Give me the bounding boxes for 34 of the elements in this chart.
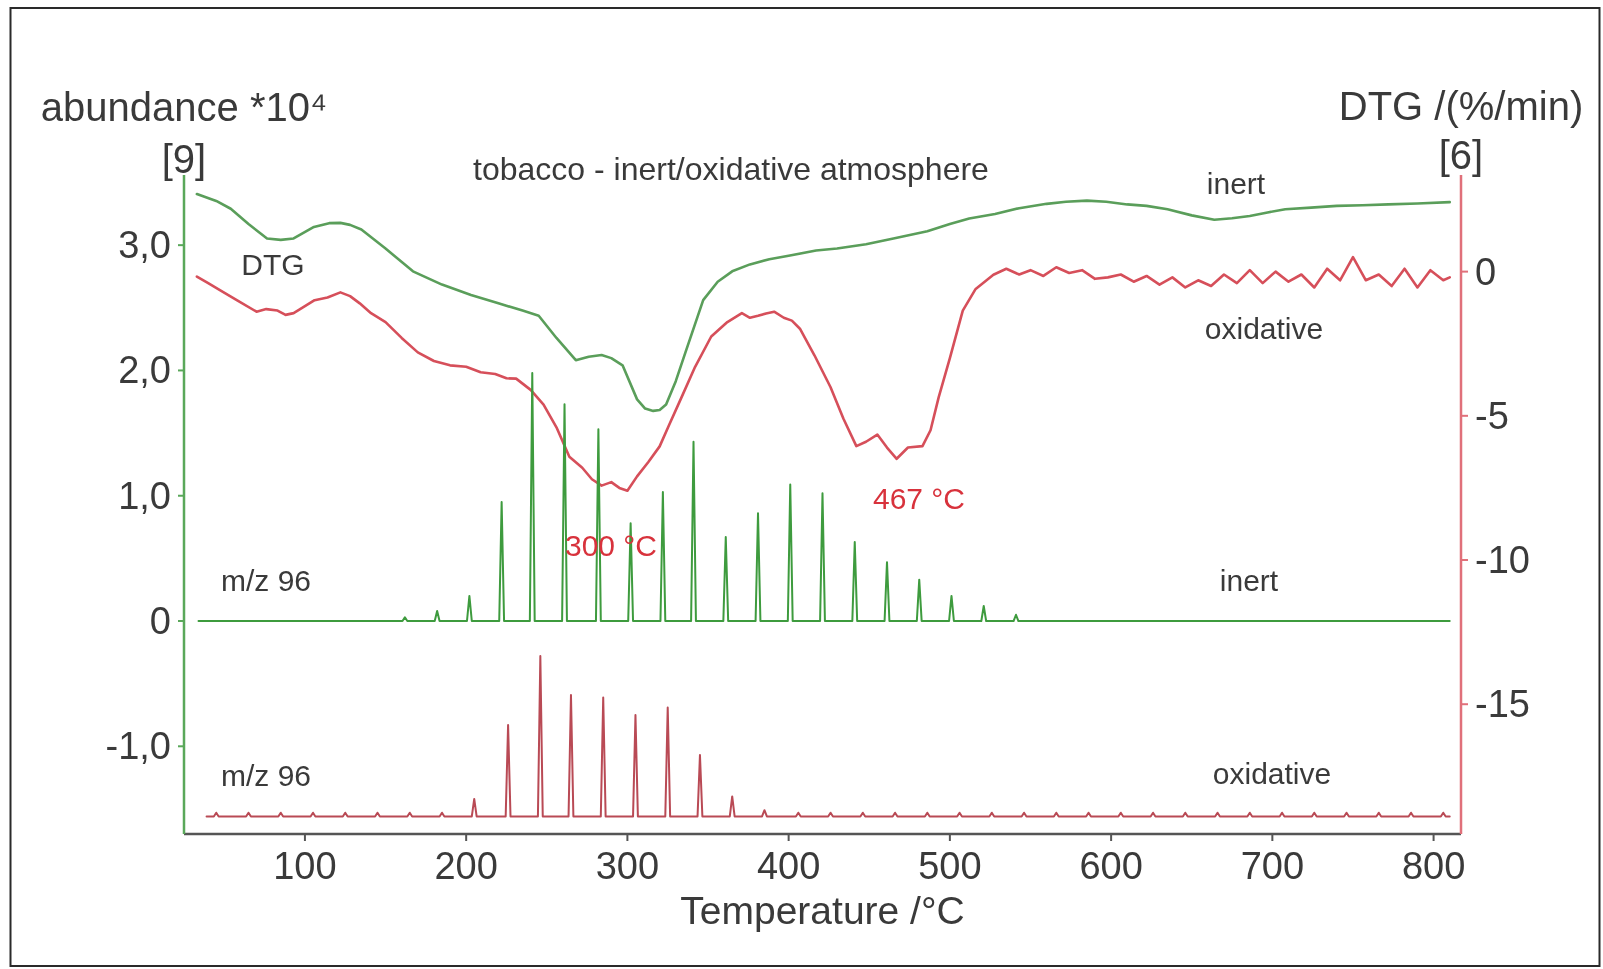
x-tick-label: 600 [1079,845,1143,887]
annotation: 467 °C [872,481,966,515]
x-tick-label: 400 [756,845,821,887]
y-tick-label: -1,0 [105,725,171,768]
annotation: m/z 96 [220,563,312,597]
annotation: [9] [161,137,207,181]
annotation: m/z 96 [220,758,312,792]
line-series [197,371,1451,623]
y2-axis-title: DTG /(%/min) [1338,84,1584,128]
y-tick-label: 2,0 [118,349,171,392]
x-tick-label: 100 [273,845,337,887]
y2-tick-label: -5 [1475,394,1509,437]
y2-tick-label: 0 [1475,250,1497,293]
y2-tick-label: -10 [1475,539,1530,582]
y-tick-label: 0 [149,600,171,643]
series-label: oxidative [1204,311,1324,345]
y2-tick-label: -15 [1475,683,1530,726]
chart-title: tobacco - inert/oxidative atmosphere [473,151,989,187]
y-axis-title: abundance *10⁴ [40,85,328,129]
series-label: oxidative [1212,756,1332,790]
x-tick-label: 800 [1401,845,1466,887]
x-tick-label: 700 [1240,845,1305,887]
y-tick-label: 3,0 [118,224,171,267]
x-axis-title: Temperature /°C [680,888,965,932]
x-tick-label: 300 [595,845,660,887]
line-series [195,192,1452,413]
series-label: inert [1219,563,1279,597]
x-tick-label: 200 [434,845,498,887]
line-series [205,655,1451,818]
y-tick-label: 1,0 [118,474,171,517]
annotation: DTG [241,247,305,281]
annotation: [6] [1438,133,1484,177]
series-label: inert [1206,166,1266,200]
x-tick-label: 500 [918,845,982,887]
